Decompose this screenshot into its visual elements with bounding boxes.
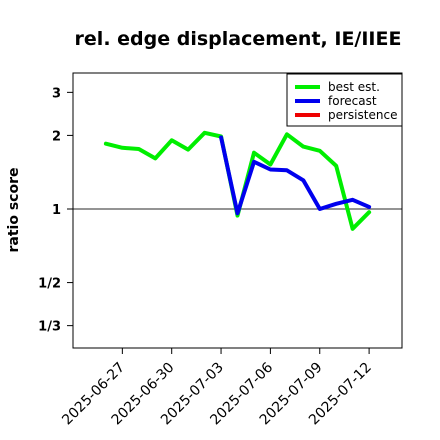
plot-area: 1/31/21232025-06-272025-06-302025-07-032…	[38, 72, 403, 428]
legend-label-1: forecast	[328, 94, 377, 108]
y-tick-label: 1/3	[38, 320, 61, 335]
legend-label-2: persistence	[328, 108, 397, 122]
plot-frame	[72, 72, 403, 349]
y-axis-label: ratio score	[6, 168, 22, 253]
series-line-1	[219, 135, 372, 216]
series-line-0	[103, 130, 372, 231]
y-tick-label: 1/2	[38, 277, 61, 292]
y-tick-label: 1	[52, 203, 61, 218]
y-tick-label: 3	[52, 86, 61, 101]
y-tick-label: 2	[52, 129, 61, 144]
legend-label-0: best est.	[328, 80, 380, 94]
chart-title: rel. edge displacement, IE/IIEE	[75, 28, 402, 50]
